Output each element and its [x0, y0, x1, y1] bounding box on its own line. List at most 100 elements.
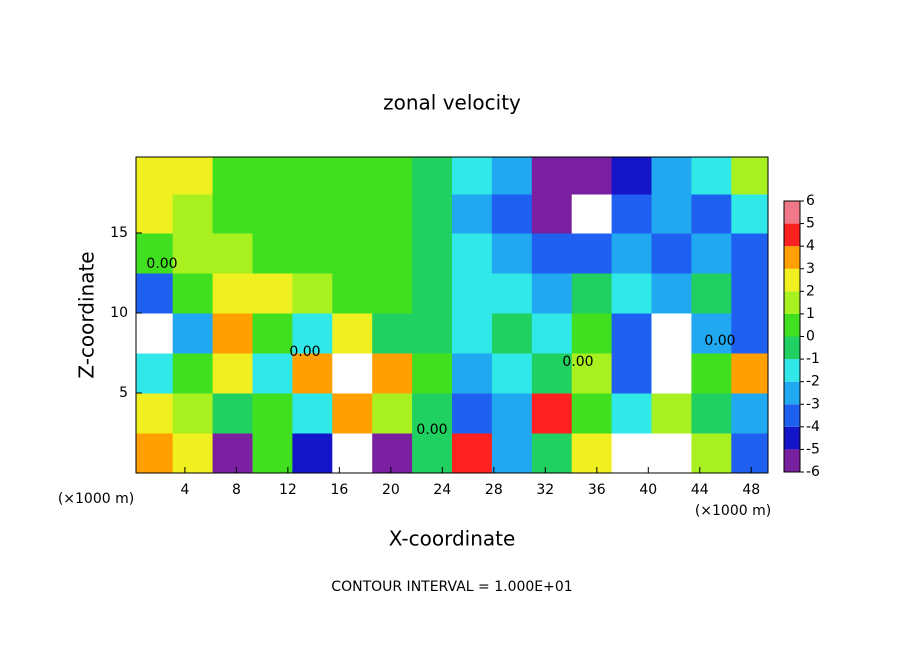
x-tick-label: 32: [536, 482, 554, 498]
heat-cell: [611, 433, 653, 474]
x-tick-label: 44: [691, 482, 709, 498]
colorbar-band: [784, 313, 800, 337]
x-unit: (×1000 m): [695, 503, 771, 519]
heat-cell: [412, 313, 453, 354]
colorbar-label: -3: [806, 396, 820, 412]
plot-frame: [135, 156, 769, 474]
heat-cell: [172, 233, 214, 274]
x-tick-label: 28: [485, 482, 503, 498]
x-unit: (×1000 m): [58, 491, 134, 507]
heat-cell: [571, 433, 613, 474]
heat-cell: [651, 233, 692, 274]
colorbar-band: [784, 201, 800, 224]
heat-cell: [212, 313, 253, 354]
heat-cell: [651, 194, 692, 234]
heat-cell: [531, 233, 573, 274]
heat-cell: [691, 273, 732, 314]
heat-cell: [252, 157, 293, 195]
heat-cell: [691, 233, 732, 274]
heat-cell: [212, 157, 253, 195]
heat-cell: [372, 194, 413, 234]
heat-cell: [452, 313, 493, 354]
colorbar-label: -1: [806, 351, 820, 367]
heat-cell: [332, 313, 373, 354]
y-axis-label: Z-coordinate: [75, 251, 99, 378]
heat-cell: [136, 353, 174, 394]
colorbar-label: -2: [806, 374, 820, 390]
x-tick-label: 24: [433, 482, 451, 498]
heat-cell: [452, 157, 493, 195]
heat-cell: [332, 194, 373, 234]
heat-cell: [332, 233, 373, 274]
heat-cell: [491, 393, 533, 434]
x-tick-label: 36: [588, 482, 606, 498]
heat-cell: [172, 433, 214, 474]
y-tick-label: 10: [110, 305, 128, 321]
heat-cell: [252, 273, 293, 314]
heat-cell: [136, 194, 174, 234]
colorbar-label: -6: [806, 464, 820, 480]
heat-cell: [332, 273, 373, 314]
heat-cell: [412, 433, 453, 474]
heat-cell: [452, 353, 493, 394]
chart-title: zonal velocity: [383, 91, 521, 115]
heat-cell: [292, 194, 333, 234]
footer: CONTOUR INTERVAL = 1.000E+01: [331, 579, 572, 595]
heat-cell: [571, 313, 613, 354]
colorbar-band: [784, 359, 800, 382]
y-tick-label: 5: [119, 385, 128, 401]
heat-cell: [136, 233, 174, 274]
heat-cell: [292, 433, 333, 474]
heat-cell: [531, 433, 573, 474]
heat-cell: [292, 273, 333, 314]
heat-cell: [571, 194, 613, 234]
heat-cell: [531, 157, 573, 195]
heat-cell: [372, 157, 413, 195]
heat-cell: [651, 393, 692, 434]
heat-cell: [731, 233, 769, 274]
heat-cell: [292, 353, 333, 394]
heat-cell: [611, 273, 653, 314]
x-tick-label: 12: [279, 482, 297, 498]
heat-cell: [212, 233, 253, 274]
heat-cell: [412, 393, 453, 434]
heat-cell: [252, 433, 293, 474]
heat-cell: [531, 313, 573, 354]
heat-cell: [172, 194, 214, 234]
heat-cell: [651, 433, 692, 474]
heat-cell: [491, 194, 533, 234]
colorbar-label: -5: [806, 441, 820, 457]
heat-cell: [212, 433, 253, 474]
heat-cell: [491, 313, 533, 354]
heat-cell: [531, 393, 573, 434]
colorbar-band: [784, 223, 800, 247]
heat-cell: [731, 393, 769, 434]
heat-cell: [372, 393, 413, 434]
heat-cell: [172, 157, 214, 195]
heat-cell: [372, 433, 413, 474]
heat-cell: [136, 313, 174, 354]
heat-cell: [172, 273, 214, 314]
heat-cell: [691, 157, 732, 195]
heat-cell: [412, 353, 453, 394]
heat-cell: [452, 233, 493, 274]
heat-cell: [452, 433, 493, 474]
heat-cell: [292, 233, 333, 274]
heat-cell: [491, 433, 533, 474]
heat-cell: [212, 393, 253, 434]
heat-cell: [252, 233, 293, 274]
heat-cell: [172, 353, 214, 394]
heat-cell: [691, 313, 732, 354]
heat-cell: [452, 273, 493, 314]
heat-cell: [292, 157, 333, 195]
heat-cell: [412, 273, 453, 314]
colorbar-label: 5: [806, 216, 815, 232]
heat-cell: [412, 157, 453, 195]
heat-cell: [491, 157, 533, 195]
colorbar-band: [784, 449, 800, 472]
heat-cell: [731, 433, 769, 474]
heat-cell: [252, 194, 293, 234]
contour-label: 0.00: [416, 422, 447, 438]
colorbar-label: 6: [806, 193, 815, 209]
